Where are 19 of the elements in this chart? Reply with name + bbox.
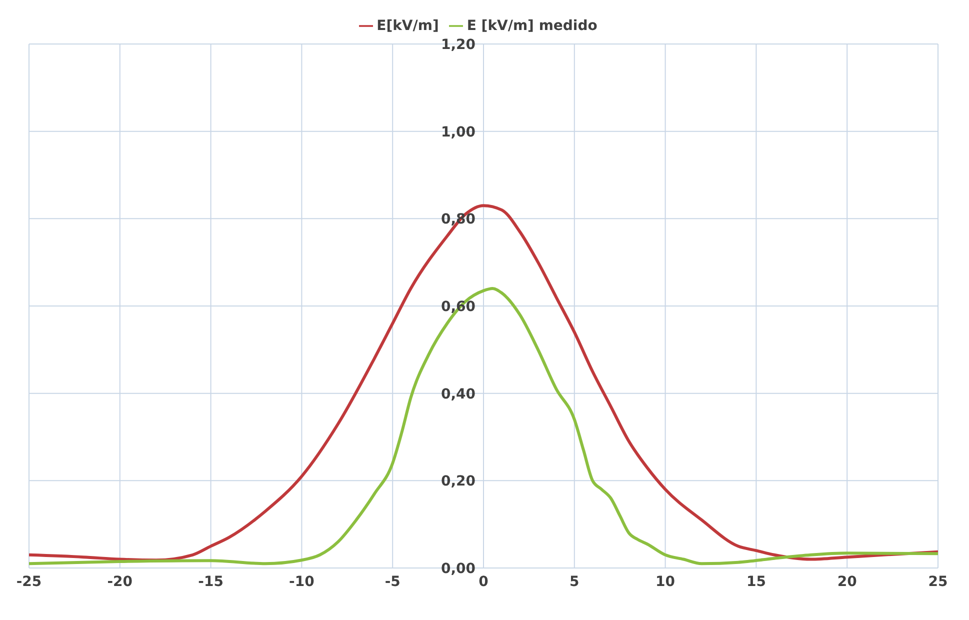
x-tick-label: 10 (656, 574, 676, 590)
x-tick-label: -20 (107, 574, 133, 590)
x-tick-label: 15 (746, 574, 766, 590)
y-tick-label: 0,40 (440, 386, 476, 402)
legend-label: E[kV/m] (376, 18, 439, 34)
x-tick-label: -10 (289, 574, 315, 590)
y-tick-label: 0,00 (440, 561, 476, 577)
y-tick-label: 1,00 (440, 124, 476, 140)
line-series (29, 204, 938, 562)
x-tick-label: 0 (478, 574, 489, 590)
y-tick-label: 0,20 (440, 474, 476, 490)
x-tick-label: 20 (837, 574, 858, 590)
x-tick-label: -5 (384, 574, 400, 590)
legend-label: E [kV/m] medido (466, 18, 598, 34)
x-tick-label: 5 (570, 574, 580, 590)
x-tick-label: -25 (16, 574, 42, 590)
y-tick-label: 1,20 (440, 37, 476, 53)
x-tick-label: -15 (198, 574, 224, 590)
x-tick-label: 25 (928, 574, 948, 590)
